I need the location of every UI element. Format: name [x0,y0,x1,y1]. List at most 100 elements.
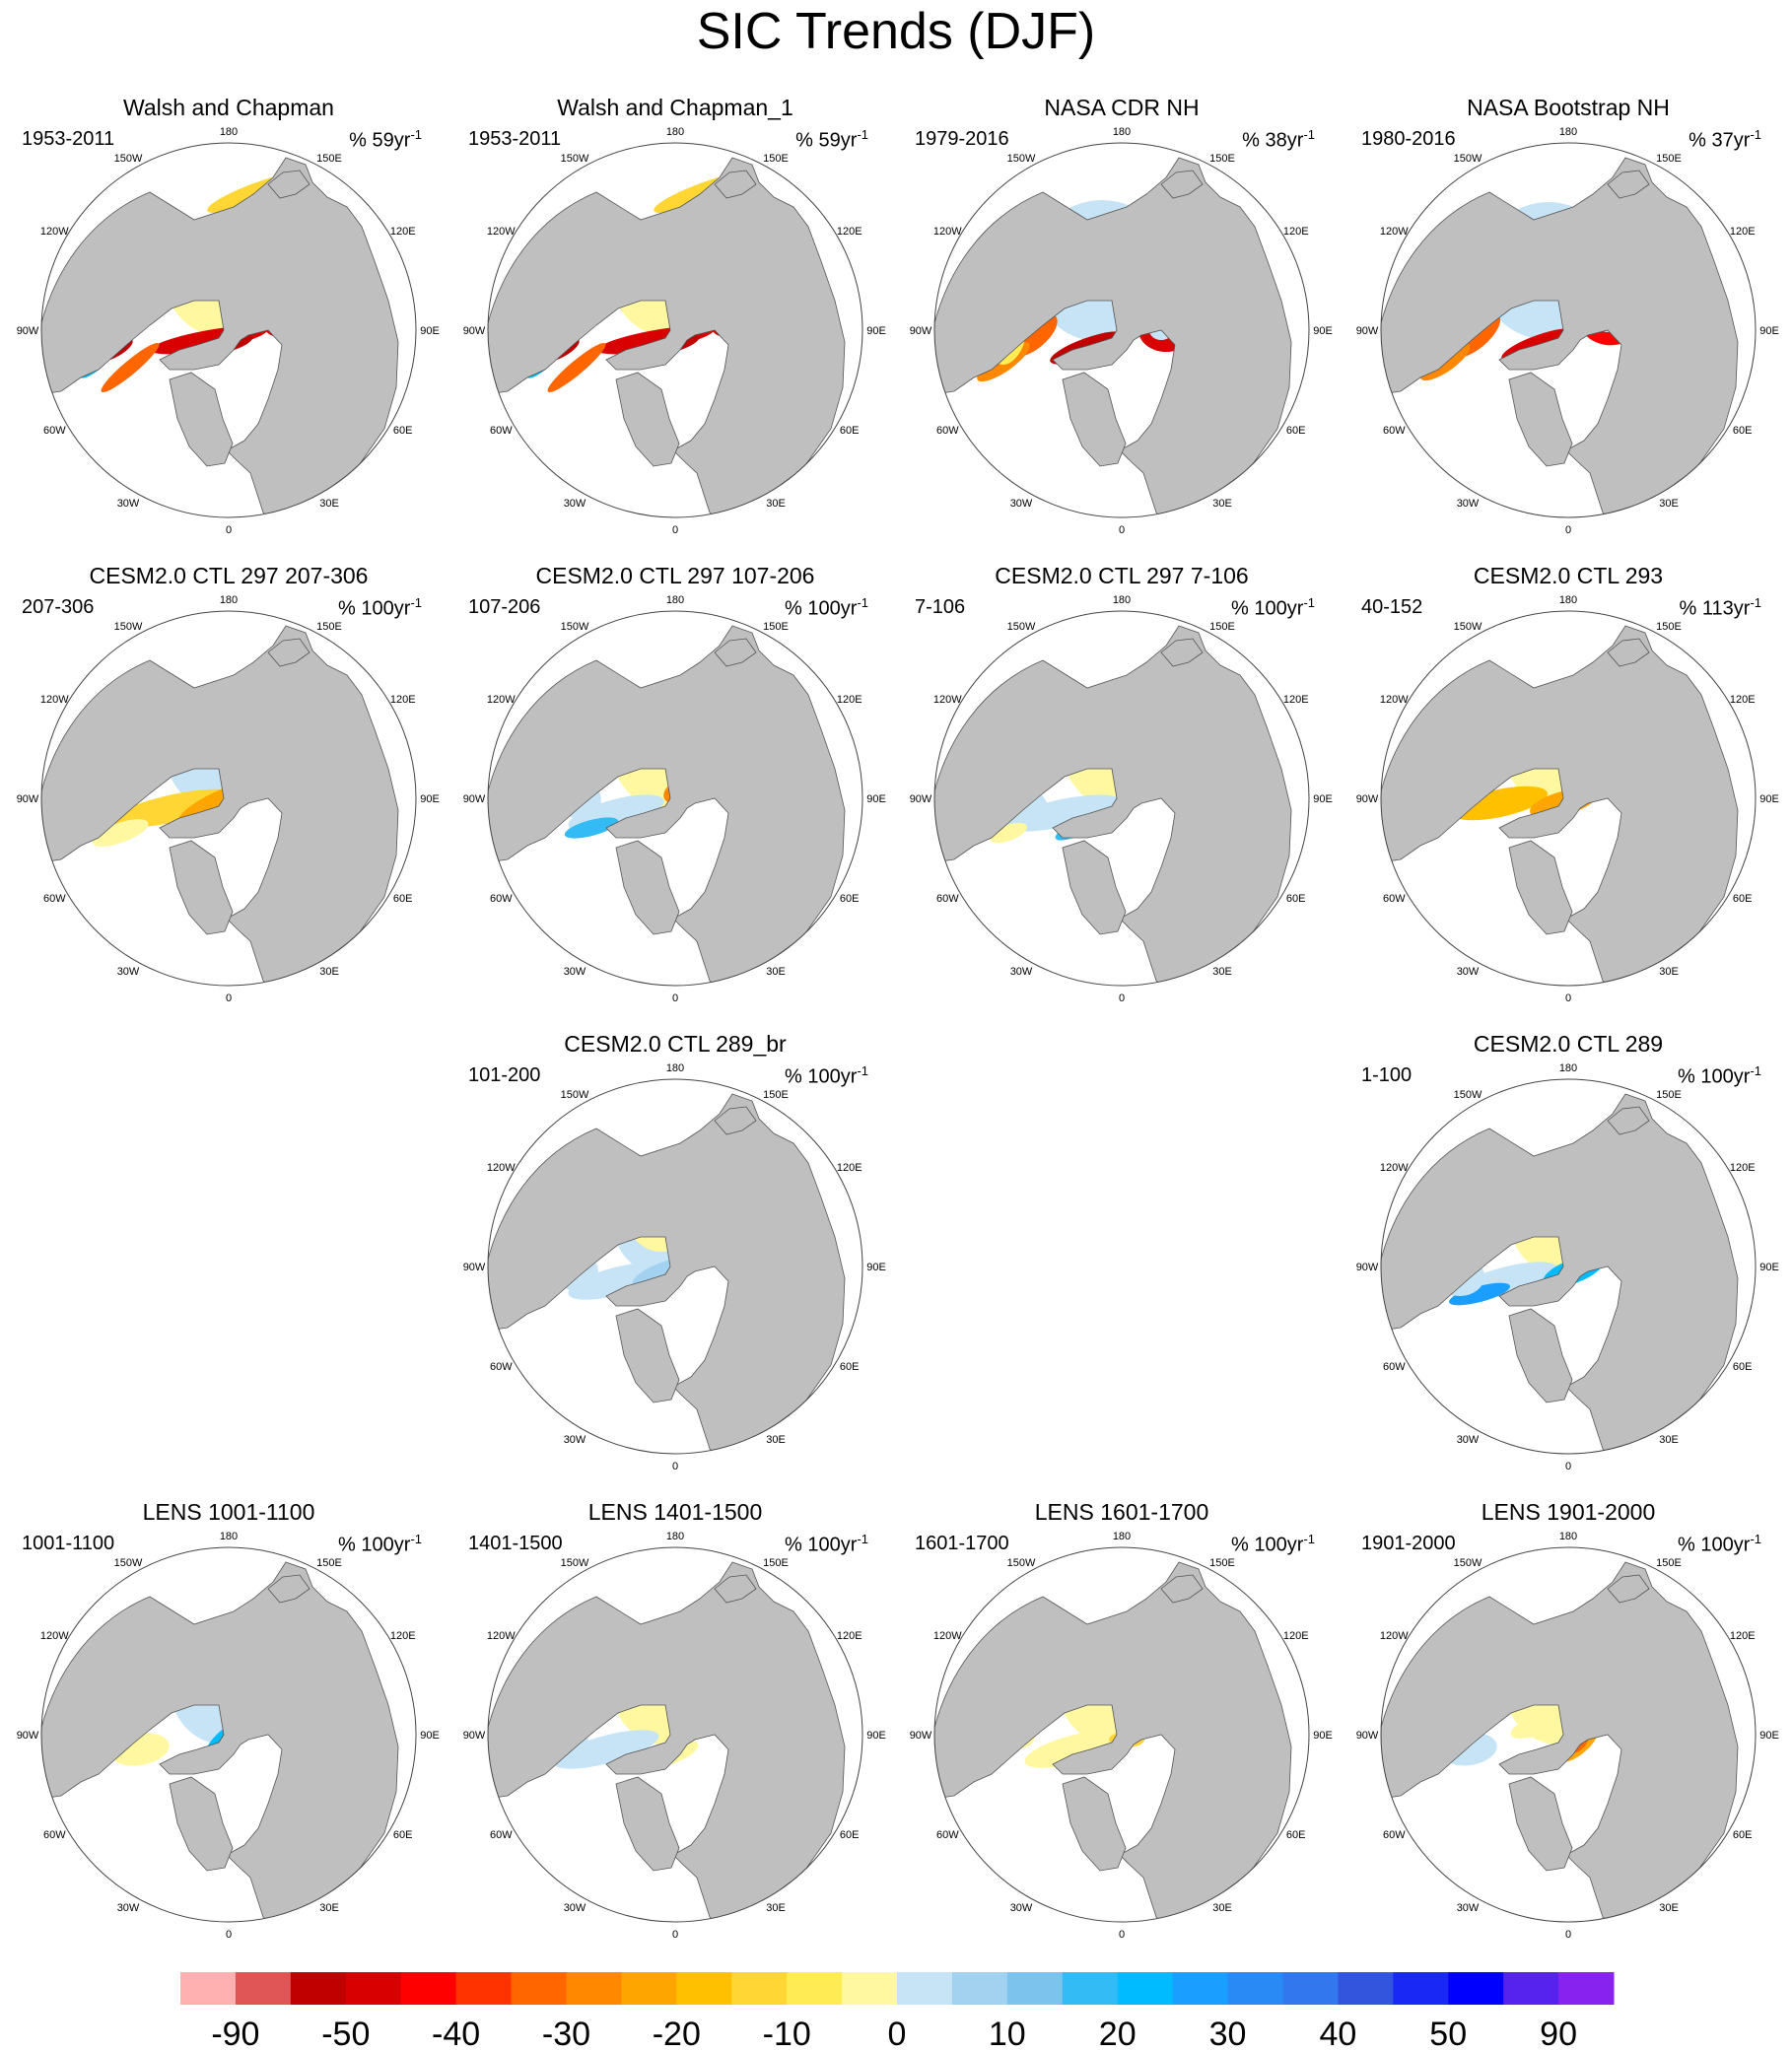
panel-title: CESM2.0 CTL 297 207-306 [89,563,369,588]
longitude-label: 30E [1659,1434,1679,1446]
land-mass [1160,638,1204,667]
longitude-label: 30W [564,498,586,510]
longitude-label: 150W [114,153,143,165]
panel-rate: % 100yr-1 [785,595,868,620]
longitude-label: 0 [1565,524,1571,536]
panel-title: Walsh and Chapman [123,95,334,120]
longitude-label: 90W [1356,1262,1379,1273]
longitude-label: 30W [1457,498,1480,510]
longitude-label: 60E [1733,425,1753,437]
panel-rate: % 100yr-1 [1231,595,1315,620]
longitude-label: 120E [837,694,862,706]
longitude-label: 90W [17,793,39,805]
longitude-label: 60W [43,893,66,905]
longitude-label: 90W [910,793,932,805]
longitude-label: 0 [672,524,678,536]
panel-title: LENS 1401-1500 [587,1499,763,1525]
land-mass [1607,1574,1650,1604]
colorbar-swatch [1448,1972,1504,2005]
land-mass [1508,1308,1573,1403]
longitude-label: 60W [43,425,66,437]
longitude-label: 0 [226,1929,232,1941]
sea-ice-trend-patch [1451,786,1548,821]
polar-map: 180 150E 120E 90E 60E 30E 0 30W 60W 90W 120W 150W [910,594,1333,1004]
map-frame [487,142,863,518]
longitude-label: 30E [1212,1902,1232,1914]
colorbar-label: 20 [1099,2016,1137,2052]
longitude-label: 120W [1380,1162,1409,1174]
colorbar-swatch [621,1972,677,2005]
colorbar-label: 0 [888,2016,907,2052]
colorbar-label: 10 [989,2016,1026,2052]
land-mass [169,372,234,467]
panel-title: NASA Bootstrap NH [1467,95,1670,120]
longitude-label: 90W [1356,793,1379,805]
longitude-label: 150W [1454,1089,1482,1101]
longitude-label: 150W [1007,1557,1036,1569]
longitude-label: 0 [1565,1929,1571,1941]
map-panel: LENS 1401-1500 1401-1500 % 100yr-1 180 15… [463,1498,886,1941]
colorbar-label: -90 [211,2016,259,2052]
map-frame [1380,1546,1757,1923]
longitude-label: 90E [420,1730,440,1742]
longitude-label: 120E [1730,1630,1756,1642]
map-frame [933,610,1310,987]
longitude-label: 90W [17,1730,39,1742]
longitude-label: 90E [866,325,886,337]
longitude-label: 150E [1209,621,1235,633]
longitude-label: 60E [1286,425,1306,437]
figure-title: SIC Trends (DJF) [696,3,1096,60]
polar-map: 180 150E 120E 90E 60E 30E 0 30W 60W 90W 120W 150W [463,1062,886,1472]
longitude-label: 60W [1383,893,1406,905]
land-mass [267,638,310,667]
map-panel: LENS 1601-1700 1601-1700 % 100yr-1 180 15… [910,1498,1333,1941]
sea-ice-trend-patch [568,1263,664,1300]
colorbar-label: 40 [1319,2016,1356,2052]
colorbar-swatch [951,1972,1008,2005]
longitude-label: 90W [910,325,932,337]
colorbar-label: 90 [1540,2016,1577,2052]
longitude-label: 150W [561,621,589,633]
panel-rate: % 100yr-1 [1678,1063,1761,1088]
map-frame [933,142,1310,518]
longitude-label: 150E [316,1557,342,1569]
longitude-label: 60W [936,1829,959,1841]
longitude-label: 120W [487,694,516,706]
longitude-label: 90W [463,1262,486,1273]
panel-rate: % 100yr-1 [1231,1532,1315,1556]
polar-map: 180 150E 120E 90E 60E 30E 0 30W 60W 90W 120W 150W [1356,594,1779,1004]
longitude-label: 120W [933,1630,962,1642]
panel-period: 1601-1700 [915,1533,1009,1554]
longitude-label: 60E [840,893,860,905]
longitude-label: 150E [763,1557,789,1569]
land-mass [615,1308,680,1403]
map-panel: CESM2.0 CTL 297 7-106 7-106 % 100yr-1 18… [910,562,1333,1004]
sea-ice-trend-patch [1510,1711,1567,1739]
longitude-label: 90E [1759,1262,1779,1273]
longitude-label: 90W [1356,1730,1379,1742]
map-panel: CESM2.0 CTL 293 40-152 % 113yr-1 180 150E… [1356,562,1779,1004]
colorbar-swatch [1393,1972,1449,2005]
colorbar-label: -30 [542,2016,590,2052]
longitude-label: 30E [766,1902,786,1914]
longitude-label: 60W [1383,425,1406,437]
colorbar-swatch [345,1972,402,2005]
longitude-label: 90W [1356,325,1379,337]
longitude-label: 30E [319,498,339,510]
colorbar-swatch [731,1972,788,2005]
polar-map: 180 150E 120E 90E 60E 30E 0 30W 60W 90W 120W 150W [17,594,440,1004]
longitude-label: 120E [1283,226,1309,238]
sea-ice-trend-patch [92,819,149,847]
longitude-label: 30W [1010,966,1033,978]
panel-period: 1953-2011 [468,128,562,150]
longitude-label: 120E [1730,226,1756,238]
panel-period: 1979-2016 [915,128,1009,150]
panel-rate: % 100yr-1 [785,1532,868,1556]
panel-period: 1901-2000 [1361,1533,1456,1554]
longitude-label: 150W [561,153,589,165]
longitude-label: 150E [1656,153,1682,165]
panel-rate: % 59yr-1 [349,127,422,152]
longitude-label: 90W [463,325,486,337]
land-mass [267,1574,310,1604]
longitude-label: 60E [393,893,413,905]
